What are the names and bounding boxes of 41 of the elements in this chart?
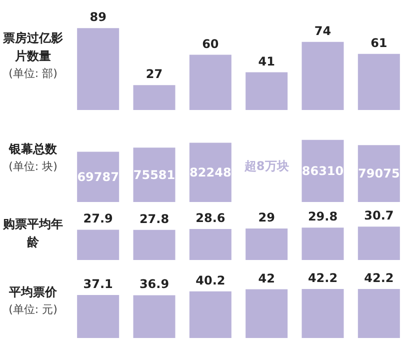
bar (77, 28, 120, 110)
bar (358, 145, 400, 202)
data-label: 60 (202, 36, 219, 51)
bar (133, 85, 176, 110)
data-label: 41 (258, 54, 275, 68)
data-label: 89 (90, 10, 106, 24)
data-label: 42.2 (364, 271, 394, 286)
bar (189, 54, 232, 110)
data-label: 61 (370, 36, 388, 50)
chart-title: 银幕总数 (8, 141, 58, 158)
bar (302, 140, 344, 202)
bar (302, 42, 344, 110)
data-label: 27 (146, 67, 163, 82)
chart-title: 平均票价 (8, 284, 58, 301)
data-label: 27.8 (139, 212, 170, 226)
data-label: 69787 (77, 170, 119, 184)
data-label: 37.1 (83, 276, 113, 291)
text: (单位: 块) (8, 159, 58, 175)
bar (358, 54, 400, 110)
bar (246, 72, 288, 110)
data-label: 27.9 (83, 212, 113, 226)
chart-title: 购票平均年龄 (2, 216, 64, 251)
data-label: 28.6 (196, 210, 226, 225)
text: (单位: 元) (8, 302, 58, 318)
data-label: 79075 (358, 166, 400, 181)
text: (单位: 部) (8, 66, 58, 82)
data-label: 82248 (190, 165, 232, 180)
data-label: 42 (258, 271, 275, 286)
text: 票房过亿影片数量 (2, 30, 64, 65)
text: 超8万块 (244, 159, 289, 173)
data-label: 30.7 (364, 208, 394, 223)
data-label: 86310 (302, 164, 344, 178)
data-label: 29.8 (308, 210, 338, 224)
data-label: 74 (314, 24, 332, 38)
data-label: 29 (258, 210, 275, 225)
bar (133, 148, 176, 202)
data-label: 36.9 (139, 277, 170, 292)
data-label: 40.2 (196, 273, 226, 288)
data-label: 75581 (133, 168, 176, 182)
data-label: 42.2 (308, 271, 338, 286)
bar (189, 142, 232, 202)
